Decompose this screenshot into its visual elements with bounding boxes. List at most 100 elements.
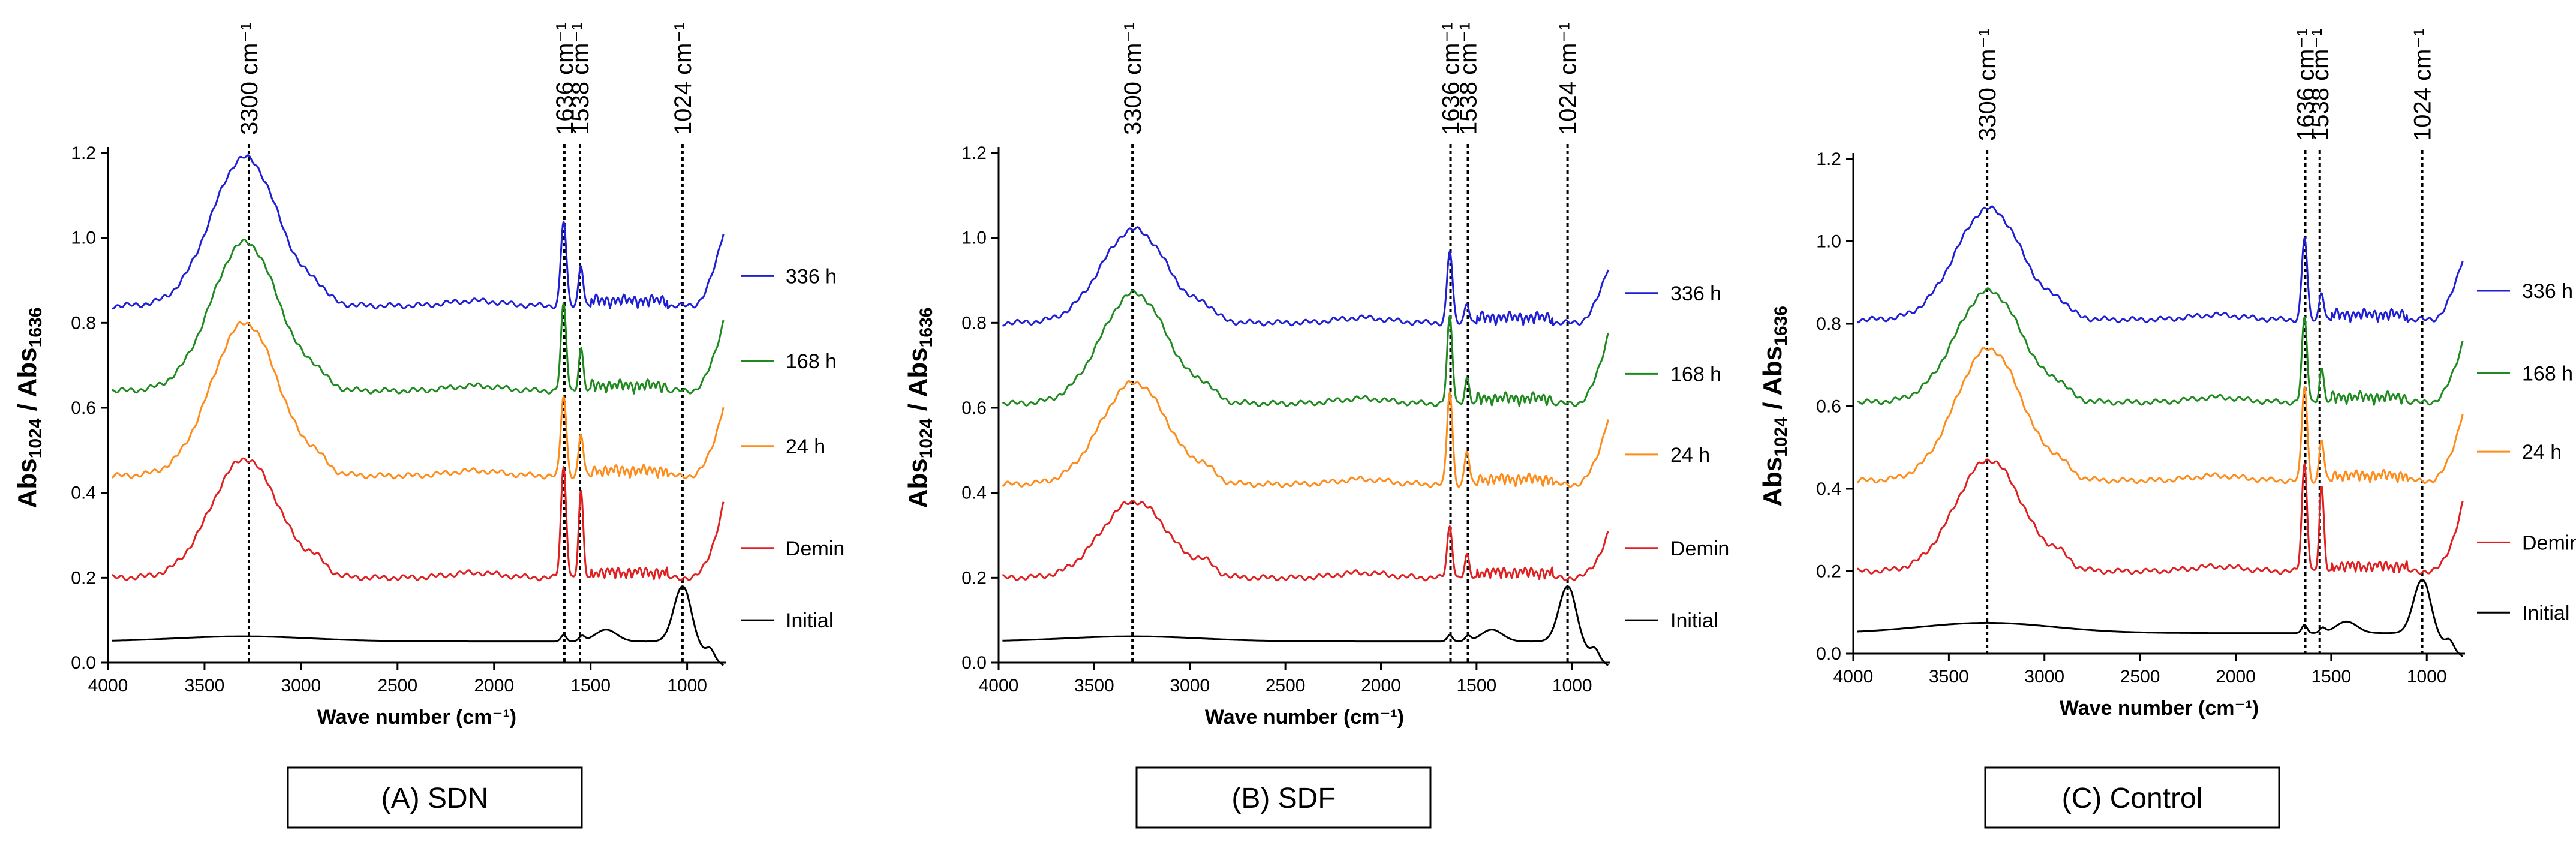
x-tick-label: 2000 bbox=[2216, 667, 2256, 687]
x-tick-label: 4000 bbox=[979, 676, 1019, 696]
legend-label: Demin bbox=[2522, 531, 2576, 554]
series-line-demin bbox=[112, 457, 725, 582]
series-line-24-h bbox=[1857, 347, 2464, 485]
legend-label: Initial bbox=[2522, 602, 2569, 624]
peak-label: 1538 cm⁻¹ bbox=[567, 22, 594, 135]
y-tick-label: 0.2 bbox=[961, 568, 987, 588]
y-tick-label: 1.0 bbox=[1816, 232, 1841, 252]
y-tick-label: 0.8 bbox=[1816, 314, 1841, 334]
peak-label: 1024 cm⁻¹ bbox=[670, 22, 696, 135]
y-tick-label: 1.0 bbox=[71, 228, 96, 248]
series-line-24-h bbox=[1002, 380, 1609, 488]
x-tick-label: 1500 bbox=[2312, 667, 2352, 687]
x-tick-label: 3500 bbox=[185, 676, 225, 696]
legend-label: 336 h bbox=[1670, 282, 1721, 305]
y-tick-label: 0.6 bbox=[1816, 397, 1841, 417]
x-tick-label: 2500 bbox=[2120, 667, 2160, 687]
peak-label: 3300 cm⁻¹ bbox=[1974, 28, 2001, 141]
panel-caption: (A) SDN bbox=[381, 783, 489, 814]
y-axis-title-part: 1024 bbox=[26, 418, 46, 458]
series-line-initial bbox=[1857, 578, 2464, 657]
legend-label: 336 h bbox=[786, 265, 837, 288]
y-tick-label: 0.0 bbox=[1816, 644, 1841, 664]
peak-label: 1538 cm⁻¹ bbox=[1456, 22, 1482, 135]
peak-label: 1636 cm⁻¹ bbox=[552, 22, 578, 135]
series-line-336-h bbox=[1002, 226, 1609, 327]
panel-3: 0.0 0.2 0.4 0.6 0.8 1.0 1.2 4000 3500 3000 2500 200… bbox=[1758, 28, 2576, 829]
y-axis-title-part: 1024 bbox=[1771, 417, 1791, 457]
peak-label: 1636 cm⁻¹ bbox=[2293, 28, 2319, 141]
x-tick-label: 3500 bbox=[1074, 676, 1114, 696]
y-axis-title-part: / Abs bbox=[903, 347, 933, 418]
y-tick-label: 0.4 bbox=[1816, 479, 1841, 499]
peak-label: 1024 cm⁻¹ bbox=[1555, 22, 1582, 135]
legend-label: Initial bbox=[1670, 609, 1718, 632]
x-tick-label: 2000 bbox=[1361, 676, 1401, 696]
peak-label: 1636 cm⁻¹ bbox=[1438, 22, 1465, 135]
x-tick-label: 2000 bbox=[474, 676, 514, 696]
legend-label: 168 h bbox=[1670, 363, 1721, 386]
y-tick-label: 0.2 bbox=[71, 568, 96, 588]
y-axis-title-part: Abs bbox=[903, 458, 933, 508]
x-axis-title: Wave number (cm⁻¹) bbox=[1205, 706, 1404, 729]
series-line-168-h bbox=[1002, 289, 1609, 408]
panel-caption: (B) SDF bbox=[1231, 783, 1335, 814]
panel-2: 0.0 0.2 0.4 0.6 0.8 1.0 1.2 4000 3500 3000 2500 200… bbox=[903, 22, 1729, 829]
series-line-demin bbox=[1857, 458, 2464, 575]
y-tick-label: 0.2 bbox=[1816, 562, 1841, 582]
y-axis-title-part: 1636 bbox=[916, 308, 936, 348]
legend-label: 168 h bbox=[2522, 363, 2573, 386]
series-line-initial bbox=[1002, 585, 1609, 666]
y-axis-title-part: / Abs bbox=[13, 347, 42, 418]
x-tick-label: 4000 bbox=[88, 676, 128, 696]
y-tick-label: 1.2 bbox=[71, 143, 96, 163]
peak-label: 3300 cm⁻¹ bbox=[236, 22, 263, 135]
y-tick-label: 1.0 bbox=[961, 228, 987, 248]
x-axis-title: Wave number (cm⁻¹) bbox=[2060, 697, 2259, 720]
x-tick-label: 1000 bbox=[667, 676, 707, 696]
y-axis-title: Abs1024 / Abs1636 bbox=[13, 308, 46, 509]
peak-label: 1538 cm⁻¹ bbox=[2307, 28, 2334, 141]
series-line-168-h bbox=[111, 238, 725, 395]
legend-label: 336 h bbox=[2522, 280, 2573, 303]
y-axis-title-part: 1636 bbox=[1771, 306, 1791, 346]
y-tick-label: 0.8 bbox=[961, 313, 987, 333]
legend-label: 24 h bbox=[786, 435, 825, 458]
y-axis-title-part: Abs bbox=[13, 458, 42, 508]
x-tick-label: 3000 bbox=[281, 676, 321, 696]
y-tick-label: 0.4 bbox=[961, 483, 987, 503]
x-tick-label: 3000 bbox=[2024, 667, 2064, 687]
x-tick-label: 1500 bbox=[570, 676, 611, 696]
legend-label: 24 h bbox=[2522, 441, 2562, 464]
y-axis-title-part: / Abs bbox=[1758, 346, 1787, 417]
y-tick-label: 0.0 bbox=[71, 653, 96, 673]
legend-label: Initial bbox=[786, 609, 833, 632]
series-line-168-h bbox=[1856, 287, 2464, 406]
series-line-initial bbox=[112, 585, 724, 666]
series-line-336-h bbox=[1856, 205, 2464, 324]
y-tick-label: 0.8 bbox=[71, 313, 96, 333]
peak-label: 1024 cm⁻¹ bbox=[2410, 28, 2436, 141]
y-axis-title: Abs1024 / Abs1636 bbox=[903, 308, 936, 509]
y-tick-label: 0.0 bbox=[961, 653, 987, 673]
legend-label: 24 h bbox=[1670, 444, 1710, 467]
series-line-demin bbox=[1002, 500, 1609, 582]
series-line-24-h bbox=[112, 321, 725, 480]
x-tick-label: 1500 bbox=[1457, 676, 1497, 696]
y-tick-label: 0.6 bbox=[961, 398, 987, 418]
y-axis-title: Abs1024 / Abs1636 bbox=[1758, 306, 1791, 507]
x-tick-label: 1000 bbox=[2407, 667, 2447, 687]
panel-caption-box bbox=[1984, 766, 2280, 829]
y-axis-title-part: 1024 bbox=[916, 418, 936, 458]
x-axis-title: Wave number (cm⁻¹) bbox=[317, 706, 516, 729]
x-tick-label: 4000 bbox=[1833, 667, 1874, 687]
x-tick-label: 1000 bbox=[1552, 676, 1592, 696]
legend-label: 168 h bbox=[786, 350, 837, 373]
y-tick-label: 0.4 bbox=[71, 483, 96, 503]
y-axis-title-part: Abs bbox=[1758, 457, 1787, 507]
series-line-336-h bbox=[111, 154, 725, 310]
legend-label: Demin bbox=[1670, 537, 1729, 560]
peak-label: 3300 cm⁻¹ bbox=[1120, 22, 1146, 135]
y-tick-label: 1.2 bbox=[961, 143, 987, 163]
panel-1: 0.0 0.2 0.4 0.6 0.8 1.0 1.2 4000 3500 3000 2500 200… bbox=[13, 22, 844, 829]
